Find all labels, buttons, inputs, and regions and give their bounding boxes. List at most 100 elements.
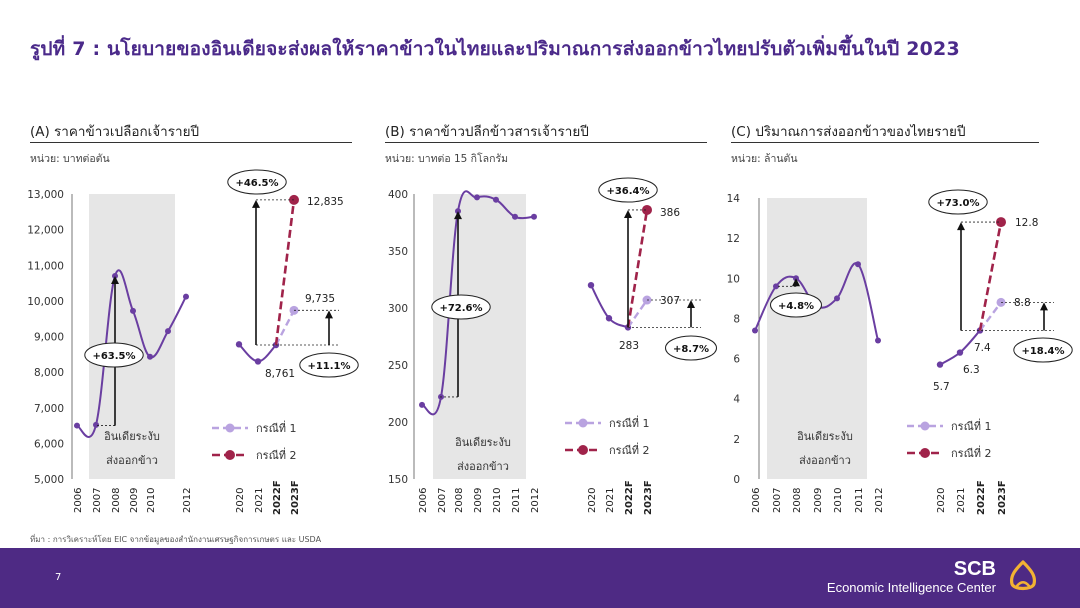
panel-b-ann-case2-text: +36.4% — [606, 186, 649, 197]
panel-c-xtick-10: 2023F — [997, 480, 1008, 515]
panel-a-ytick-6: 11,000 — [27, 260, 64, 272]
brand-subtitle: Economic Intelligence Center — [826, 580, 996, 595]
panel-c-xtick-2: 2008 — [792, 488, 803, 513]
panel-c-legend-case2-label: กรณีที่ 2 — [951, 445, 992, 460]
panel-c-data-label-2: 5.7 — [933, 381, 950, 393]
panel-a-ytick-3: 8,000 — [34, 367, 64, 379]
panel-a-ytick-1: 6,000 — [34, 438, 64, 450]
panel-b-xtick-4: 2010 — [492, 488, 503, 513]
panel-a-point-history-3 — [130, 307, 136, 314]
panel-c-ytick-1: 2 — [733, 434, 740, 446]
panel-a-xtick-9: 2023F — [290, 480, 301, 515]
panel-c-point-case2 — [996, 217, 1006, 228]
panel-b-point-case2 — [642, 204, 652, 215]
panel-b-point-history-5 — [512, 213, 518, 220]
panel-a-data-label-0: 12,835 — [307, 196, 344, 208]
panel-a-series-case1 — [274, 309, 296, 346]
panel-c-xtick-7: 2020 — [936, 488, 947, 513]
panel-b-xtick-1: 2007 — [437, 488, 448, 513]
panel-c-xtick-5: 2011 — [854, 488, 865, 513]
panel-a-data-label-2: 8,761 — [265, 368, 295, 380]
panel-c-xtick-9: 2022F — [976, 480, 987, 515]
panel-b-arrow-small-head — [687, 300, 695, 309]
panel-b-xtick-0: 2006 — [418, 488, 429, 513]
charts-svg: อินเดียระงับส่งออกข้าว 5,000 6,000 7,000 8,0… — [27, 169, 1073, 515]
panel-c-shaded-label-2: ส่งออกข้าว — [799, 454, 851, 467]
panel-b-title: (B) ราคาข้าวปลีกข้าวสารเจ้ารายปี — [385, 124, 589, 140]
panel-c-legend-case1-marker — [920, 421, 930, 431]
panel-c-arrow-main-head — [957, 222, 965, 231]
panel-b-xtick-10: 2023F — [643, 480, 654, 515]
footer-bar: 7 SCB Economic Intelligence Center — [0, 548, 1080, 608]
panel-a-legend-case2-marker — [225, 450, 235, 460]
panel-b-ann-case2-bubble — [598, 177, 658, 203]
panel-c-ytick-2: 4 — [733, 394, 740, 406]
panel-b-xtick-5: 2011 — [511, 488, 522, 513]
panel-b-ytick-1: 200 — [388, 417, 408, 429]
panel-c-ytick-6: 12 — [727, 233, 740, 245]
panel-b-ann-case1-text: +8.7% — [673, 344, 709, 355]
panel-a-ann-case2-text: +46.5% — [235, 178, 278, 189]
panel-a-xtick-8: 2022F — [272, 480, 283, 515]
panel-b-arrow-hist-head — [454, 211, 462, 220]
panel-b-shaded-label-2: ส่งออกข้าว — [457, 460, 509, 473]
panel-b-ytick-0: 150 — [388, 474, 408, 486]
panel-c-point-history-0 — [752, 327, 758, 334]
panel-c-xtick-0: 2006 — [751, 488, 762, 513]
panel-c-ann-hist-bubble — [770, 292, 822, 318]
panel-a-xtick-2: 2008 — [111, 488, 122, 513]
panel-a-xtick-7: 2021 — [254, 488, 265, 513]
panel-a-rule — [30, 142, 352, 143]
panel-b-arrow-main-head — [624, 209, 632, 218]
panel-a-data-label-1: 9,735 — [305, 293, 335, 305]
panel-b-xtick-3: 2009 — [473, 488, 484, 513]
panel-a-point-history-4 — [147, 353, 153, 360]
panel-c-legend-case1-label: กรณีที่ 1 — [951, 418, 992, 433]
panel-b-xtick-8: 2021 — [605, 488, 616, 513]
panel-a-ann-case2-bubble — [227, 169, 287, 195]
panel-a-shaded-period — [89, 194, 175, 479]
panel-b-legend-case2-marker — [578, 445, 588, 455]
panel-b-legend-case2-label: กรณีที่ 2 — [609, 442, 650, 457]
panel-b-shaded-period — [433, 194, 526, 479]
brand-block: SCB Economic Intelligence Center — [827, 558, 996, 596]
panel-a-point-recent-1 — [254, 358, 262, 365]
panel-c-series-case1 — [979, 301, 1002, 332]
panel-c-arrow-hist-head — [792, 278, 800, 287]
panel-b-legend-case1-label: กรณีที่ 1 — [609, 415, 650, 430]
panel-b-data-label-1: 307 — [660, 295, 680, 307]
panel-c-ann-hist-text: +4.8% — [778, 301, 814, 312]
panel-c-shaded-period — [767, 198, 867, 479]
panel-a-xtick-1: 2007 — [92, 488, 103, 513]
page-title: รูปที่ 7 : นโยบายของอินเดียจะส่งผลให้ราค… — [30, 38, 960, 60]
panel-a-shaded-label-2: ส่งออกข้าว — [106, 454, 158, 467]
panel-a-ytick-5: 10,000 — [27, 296, 64, 308]
panel-c-point-history-4 — [834, 295, 840, 302]
panel-a-ytick-0: 5,000 — [34, 474, 64, 486]
panel-c-ytick-3: 6 — [733, 354, 740, 366]
brand-name: SCB — [953, 558, 996, 580]
panel-c-xtick-6: 2012 — [874, 488, 885, 513]
panel-b-ann-case1-bubble — [665, 335, 717, 361]
panel-c-rule — [731, 142, 1039, 143]
panel-a-xtick-5: 2012 — [182, 488, 193, 513]
panel-c-ytick-5: 10 — [727, 273, 740, 285]
panel-c-legend-case2-marker — [920, 448, 930, 458]
panel-a-unit: หน่วย: บาทต่อตัน — [30, 153, 110, 165]
panel-a-legend-case1-label: กรณีที่ 1 — [256, 420, 297, 435]
panel-b-ytick-2: 250 — [388, 360, 408, 372]
panel-c-data-label-0: 12.8 — [1015, 217, 1038, 229]
panel-c-xtick-1: 2007 — [772, 488, 783, 513]
panel-c-ytick-4: 8 — [733, 313, 740, 325]
panel-a-legend-case2-label: กรณีที่ 2 — [256, 447, 297, 462]
page-number: 7 — [55, 572, 62, 583]
panel-a-arrow-hist-head — [111, 275, 119, 284]
panel-c-ann-case1-bubble — [1013, 337, 1073, 363]
panel-b-rule — [385, 142, 707, 143]
panel-c-xtick-3: 2009 — [813, 488, 824, 513]
panel-a-ytick-7: 12,000 — [27, 225, 64, 237]
panel-c-ytick-7: 14 — [727, 193, 741, 205]
panel-a-title: (A) ราคาข้าวเปลือกเจ้ารายปี — [30, 124, 200, 140]
panel-b-data-label-0: 386 — [660, 207, 680, 219]
panel-b-point-history-6 — [531, 213, 537, 220]
